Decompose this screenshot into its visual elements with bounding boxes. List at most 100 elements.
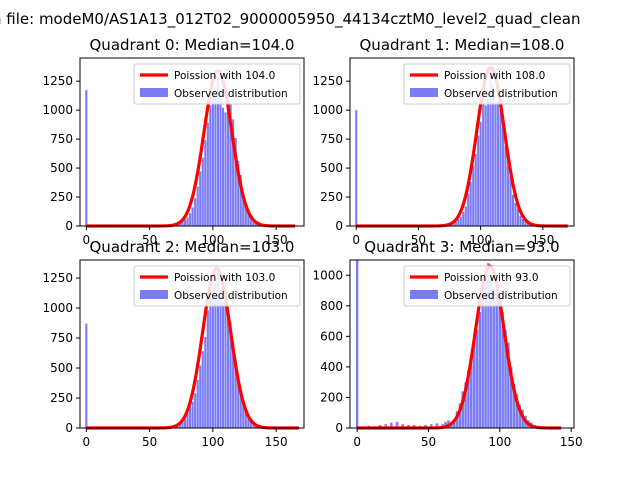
histogram-bar — [242, 402, 245, 428]
histogram-bar — [490, 275, 493, 428]
histogram-bar — [479, 121, 482, 226]
histogram-bar — [178, 423, 182, 428]
y-tick-label: 0 — [335, 421, 343, 435]
panel-quadrant-3: 0 50 100 150 0 200 400 600 800 1000 Quadrant 3: Me… — [312, 238, 582, 449]
histogram-bar — [489, 67, 492, 226]
histogram-bar — [249, 216, 252, 226]
histogram-bar — [504, 330, 507, 428]
y-tick-label: 750 — [50, 331, 73, 345]
histogram-bar — [509, 176, 512, 226]
x-tick-label: 0 — [83, 233, 91, 247]
y-tick-label: 600 — [320, 329, 343, 343]
y-tick-label: 0 — [335, 219, 343, 233]
histogram-bar — [178, 222, 182, 226]
y-tick-label: 1250 — [42, 74, 73, 88]
histogram-bar — [511, 194, 515, 226]
histogram-bar — [191, 207, 194, 226]
histogram-bar — [484, 105, 487, 226]
histogram-bar — [452, 223, 455, 226]
histogram-bar — [472, 342, 476, 428]
histogram-bar — [492, 287, 496, 428]
histogram-bar — [189, 406, 192, 428]
x-tick-label: 0 — [353, 435, 361, 449]
x-tick-label: 50 — [142, 233, 157, 247]
y-tick-label: 1000 — [312, 268, 343, 282]
y-tick-label: 750 — [320, 132, 343, 146]
histogram-bar — [204, 336, 207, 428]
x-tick-label: 50 — [142, 435, 157, 449]
y-tick-label: 500 — [320, 161, 343, 175]
y-tick-label: 250 — [50, 190, 73, 204]
histogram-bar-zero — [355, 110, 358, 226]
histogram-bar — [461, 391, 464, 428]
histogram-bar — [201, 351, 204, 428]
histogram-bar — [183, 219, 187, 226]
histogram-bar — [477, 135, 480, 226]
legend-observed-label: Observed distribution — [174, 290, 288, 302]
histogram-bar — [482, 103, 485, 226]
x-tick-label: 150 — [531, 233, 554, 247]
histogram-bar — [252, 423, 255, 428]
histogram-bar — [507, 161, 510, 226]
histogram-bar — [464, 206, 467, 226]
histogram-bar — [237, 161, 240, 226]
histogram-bar — [199, 365, 202, 428]
y-tick-label: 200 — [320, 390, 343, 404]
histogram-bar — [227, 310, 230, 428]
histogram-bar — [194, 393, 197, 428]
histogram-bar — [189, 213, 192, 226]
histogram-bar — [186, 217, 189, 226]
histogram-bar — [211, 286, 214, 428]
histogram-bar — [191, 401, 194, 428]
histogram-bar — [519, 215, 522, 226]
legend-poisson-label: Poission with 108.0 — [444, 70, 545, 82]
histogram-bar — [214, 86, 217, 226]
histogram-bar — [214, 282, 217, 428]
histogram-bar — [221, 107, 225, 226]
histogram-bar — [524, 221, 527, 226]
histogram-bar-zero — [85, 89, 88, 227]
y-tick-label: 0 — [65, 421, 73, 435]
y-tick-label: 0 — [65, 219, 73, 233]
x-tick-label: 0 — [83, 435, 91, 449]
histogram-bar — [521, 219, 525, 226]
y-tick-label: 1250 — [42, 271, 73, 285]
histogram-bar — [515, 394, 519, 428]
histogram-bar — [507, 342, 510, 428]
plot-area — [85, 69, 297, 228]
x-tick-label: 100 — [201, 233, 224, 247]
legend-observed-label: Observed distribution — [174, 88, 288, 100]
histogram-bar — [481, 293, 484, 428]
histogram-bar — [390, 422, 393, 428]
axes-frame — [79, 259, 305, 429]
histogram-bar — [206, 310, 209, 428]
x-tick-label: 0 — [352, 233, 360, 247]
histogram-bar — [239, 175, 242, 226]
y-tick-label: 250 — [50, 391, 73, 405]
histogram-bar — [227, 96, 230, 226]
histogram-bar — [435, 423, 439, 428]
histogram-bar — [495, 293, 499, 428]
histogram-bar — [234, 137, 237, 226]
histogram-bar — [244, 411, 247, 428]
histogram-bar — [458, 403, 462, 428]
histogram-bar — [199, 171, 202, 226]
histogram-bar — [487, 92, 490, 226]
histogram-bar — [194, 198, 197, 226]
plot-area — [355, 260, 563, 430]
legend-observed-label: Observed distribution — [444, 88, 558, 100]
y-tick-label: 400 — [320, 360, 343, 374]
histogram-bar — [526, 223, 529, 226]
legend: Poission with 103.0 Observed distribution — [133, 265, 301, 307]
histogram-bar — [467, 193, 470, 226]
legend-box — [403, 265, 571, 307]
histogram-bar — [501, 311, 504, 428]
histogram-bar — [216, 272, 220, 428]
histogram-bar — [183, 418, 187, 428]
histogram-bar — [430, 424, 433, 428]
axes-frame — [349, 259, 575, 429]
x-tick-label: 100 — [488, 435, 511, 449]
panel-title: Quadrant 3: Median=93.0 — [364, 238, 559, 256]
legend-poisson-label: Poission with 104.0 — [174, 70, 275, 82]
